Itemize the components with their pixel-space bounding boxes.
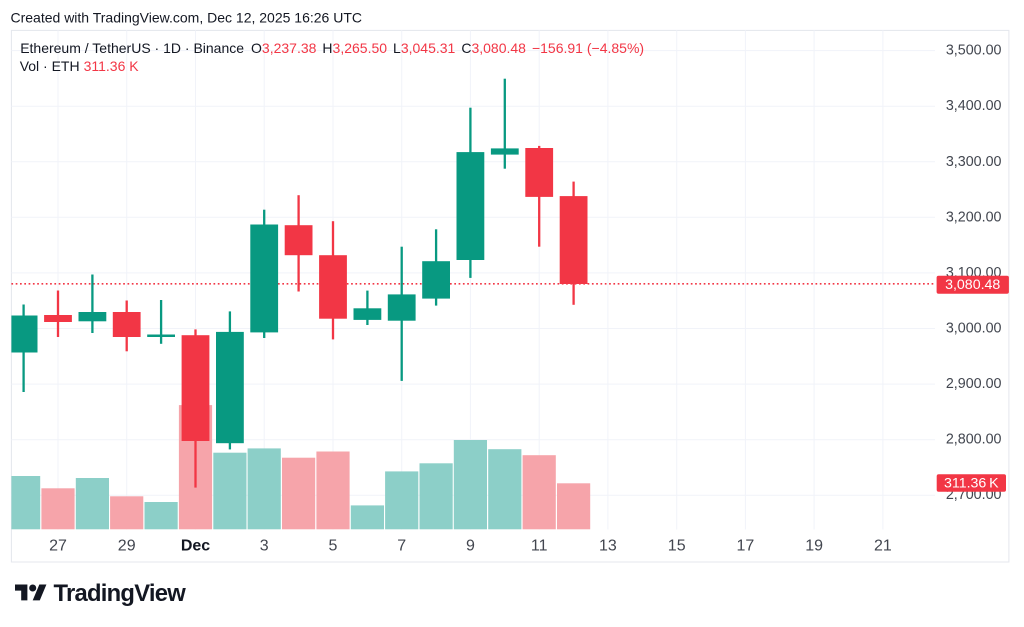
svg-text:21: 21 <box>874 538 892 555</box>
svg-text:17: 17 <box>737 538 755 555</box>
svg-text:TradingView: TradingView <box>54 580 187 607</box>
svg-text:5: 5 <box>329 538 338 555</box>
svg-text:19: 19 <box>805 538 823 555</box>
svg-text:Dec: Dec <box>181 538 210 555</box>
svg-text:2,900.00: 2,900.00 <box>946 376 1002 392</box>
svg-text:27: 27 <box>49 538 67 555</box>
svg-text:3,300.00: 3,300.00 <box>946 154 1002 170</box>
svg-text:3,500.00: 3,500.00 <box>946 43 1002 59</box>
svg-text:3,400.00: 3,400.00 <box>946 98 1002 114</box>
svg-text:11: 11 <box>531 538 548 555</box>
svg-text:3: 3 <box>260 538 269 555</box>
svg-text:Created with TradingView.com,: Created with TradingView.com, Dec 12, 20… <box>11 9 362 25</box>
svg-text:7: 7 <box>397 538 406 555</box>
svg-text:9: 9 <box>466 538 475 555</box>
svg-text:3,000.00: 3,000.00 <box>946 321 1002 337</box>
svg-text:311.36 K: 311.36 K <box>944 475 999 491</box>
svg-text:2,800.00: 2,800.00 <box>946 432 1002 448</box>
svg-text:Ethereum / TetherUS · 1D · Bin: Ethereum / TetherUS · 1D · Binance O3,237… <box>20 40 644 56</box>
svg-text:29: 29 <box>118 538 136 555</box>
svg-text:13: 13 <box>599 538 617 555</box>
svg-text:3,200.00: 3,200.00 <box>946 209 1002 225</box>
svg-text:3,080.48: 3,080.48 <box>945 277 1000 293</box>
svg-text:15: 15 <box>668 538 686 555</box>
